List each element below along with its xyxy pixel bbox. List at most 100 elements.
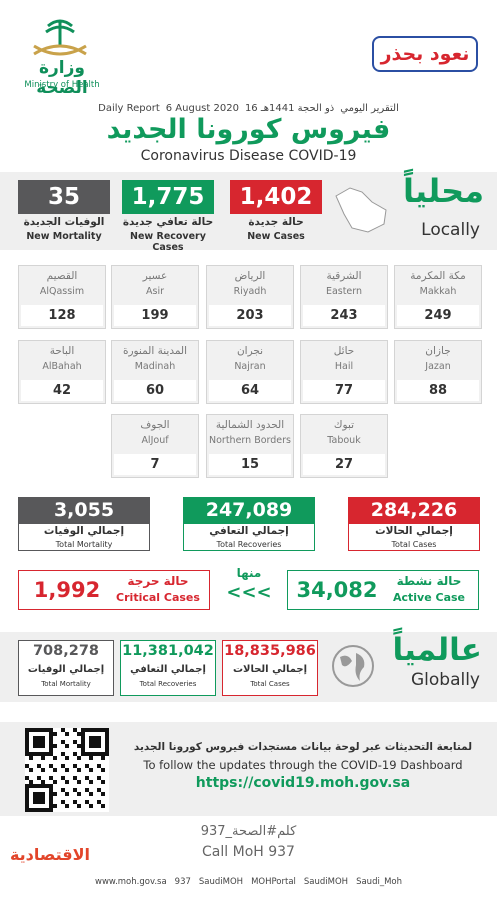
region-name-en: AlQassim xyxy=(39,286,85,297)
local-label-ar: حالة جديدة xyxy=(248,216,304,228)
social-links: www.moh.gov.sa 937 SaudiMOH MOHPortal SaudiM… xyxy=(0,874,497,890)
region-name-en: Eastern xyxy=(325,286,363,297)
region-name-en: Hail xyxy=(334,361,354,372)
total-label-en: Total Recoveries xyxy=(216,540,282,549)
global-label-en: Globally xyxy=(410,670,480,690)
region-value: 88 xyxy=(397,380,479,401)
region-card xyxy=(206,265,294,329)
region-value: 60 xyxy=(114,380,196,401)
total-label-en: Total Cases xyxy=(391,540,437,549)
region-name-en: AlBahah xyxy=(42,361,82,372)
active-box xyxy=(287,570,479,610)
total-label-box xyxy=(183,523,315,551)
total-label-ar: إجمالي الوفيات xyxy=(43,525,125,537)
global-label-ar: إجمالي الوفيات xyxy=(27,664,105,675)
report-hijri: 16 ذو الحجة 1441هـ xyxy=(244,102,335,114)
local-band xyxy=(0,172,497,250)
global-label-en: Total Cases xyxy=(250,680,290,688)
total-label-en: Total Mortality xyxy=(55,540,113,549)
region-name-ar: الباحة xyxy=(49,345,75,357)
region-name-en: Asir xyxy=(146,286,164,297)
title-ar: فيروس كورونا الجديد xyxy=(106,114,391,145)
dashboard-url: https://covid19.moh.gov.sa xyxy=(195,775,411,791)
report-line: Daily Report 6 August 2020 16 ذو الحجة 144… xyxy=(0,100,497,116)
region-name-en: Tabouk xyxy=(327,435,361,446)
region-name-ar: جازان xyxy=(425,345,451,357)
global-card xyxy=(222,640,318,696)
region-value: 249 xyxy=(397,305,479,326)
region-name-en: Makkah xyxy=(419,286,457,297)
region-name-ar: القصيم xyxy=(46,270,78,282)
region-name-en: Najran xyxy=(234,361,266,372)
region-name-en: Madinah xyxy=(134,361,176,372)
region-value: 7 xyxy=(114,454,196,475)
local-value: 1,402 xyxy=(230,180,322,214)
region-name-ar: الجوف xyxy=(140,419,170,431)
region-value: 42 xyxy=(21,380,103,401)
title-en: Coronavirus Disease COVID-19 xyxy=(140,148,357,164)
local-label-ar: حالة تعافي جديدة xyxy=(122,216,214,228)
social-handle: Saudi_Moh xyxy=(356,877,402,887)
region-value: 128 xyxy=(21,305,103,326)
region-value: 243 xyxy=(303,305,385,326)
region-value: 64 xyxy=(209,380,291,401)
call-en: Call MoH 937 xyxy=(202,844,295,860)
region-name-ar: المدينة المنورة xyxy=(122,345,188,357)
ministry-ar: وزارة الصحة xyxy=(36,58,88,98)
call-ar: كلم#الصحة_937 xyxy=(200,824,297,839)
global-value: 11,381,042 xyxy=(122,643,214,659)
social-handle: MOHPortal xyxy=(251,877,296,887)
region-card xyxy=(206,340,294,404)
region-name-ar: الشرقية xyxy=(326,270,362,282)
local-label-en: New Mortality xyxy=(26,231,102,242)
region-card xyxy=(18,340,106,404)
social-handle: SaudiMOH xyxy=(198,877,244,887)
region-card xyxy=(111,265,199,329)
total-label-ar: إجمالي التعافي xyxy=(209,525,289,537)
region-name-en: AlJouf xyxy=(141,435,169,446)
region-card xyxy=(18,265,106,329)
global-label-ar: إجمالي الحالات xyxy=(232,664,308,675)
region-value: 27 xyxy=(303,454,385,475)
region-name-ar: الرياض xyxy=(234,270,266,282)
report-label-en: Daily Report xyxy=(98,102,160,114)
report-label-ar: التقرير اليومي xyxy=(340,102,399,114)
region-card xyxy=(394,340,482,404)
global-value: 708,278 xyxy=(32,643,100,659)
moh-logo xyxy=(33,19,87,56)
critical-box xyxy=(18,570,210,610)
global-card xyxy=(120,640,216,696)
local-label-en: New Recovery Cases xyxy=(130,231,206,253)
dashboard-band xyxy=(0,722,497,816)
global-value: 18,835,986 xyxy=(224,643,316,659)
local-value: 1,775 xyxy=(122,180,214,214)
region-name-ar: تبوك xyxy=(333,419,355,431)
region-name-en: Jazan xyxy=(425,361,451,372)
critical-label-ar: حالة حرجة xyxy=(127,574,189,588)
badge: نعود بحذر xyxy=(372,36,478,72)
critical-label-en: Critical Cases xyxy=(116,591,200,604)
local-label-en: New Cases xyxy=(247,231,305,242)
region-name-ar: الحدود الشمالية xyxy=(215,419,285,431)
social-handle: SaudiMOH xyxy=(303,877,349,887)
global-band xyxy=(0,632,497,702)
total-label-box xyxy=(18,523,150,551)
region-name-en: Riyadh xyxy=(233,286,267,297)
social-handle: www.moh.gov.sa xyxy=(95,877,167,887)
local-label-ar: الوفيات الجديدة xyxy=(23,216,105,228)
total-label-ar: إجمالي الحالات xyxy=(375,525,453,537)
total-label-box xyxy=(348,523,480,551)
global-label-en: Total Recoveries xyxy=(139,680,197,688)
region-card xyxy=(111,340,199,404)
local-label-en: Locally xyxy=(421,220,480,240)
region-name-ar: نجران xyxy=(236,345,264,357)
region-value: 77 xyxy=(303,380,385,401)
region-card xyxy=(300,340,388,404)
total-value: 284,226 xyxy=(348,497,480,523)
active-value: 34,082 xyxy=(296,578,378,602)
ministry-en: Ministry of Health xyxy=(24,80,100,90)
region-card xyxy=(394,265,482,329)
global-label-ar: عالمياً xyxy=(392,632,482,668)
